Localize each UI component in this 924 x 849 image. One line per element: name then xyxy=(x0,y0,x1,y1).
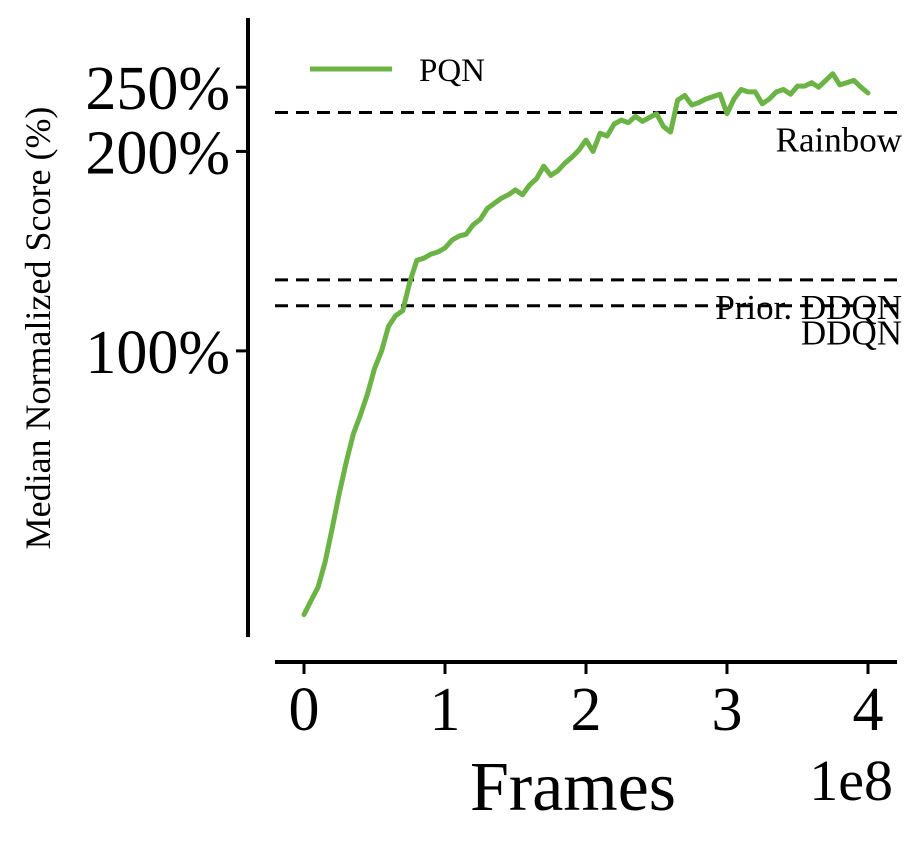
plot-area: 100% 200%250% 0 1 2 3 4 Rainbow Prior. DDQNDDQ… xyxy=(18,18,903,826)
reference-line-label: Prior. DDQN xyxy=(715,288,902,327)
reference-line-label: DDQN xyxy=(801,314,902,353)
legend: PQN xyxy=(310,53,485,89)
y-tick-label: 200% xyxy=(85,119,230,187)
x-axis-label: Frames xyxy=(470,749,676,826)
y-tick-label: 250% xyxy=(85,55,230,123)
series-group xyxy=(301,71,871,618)
x-tick-label: 4 xyxy=(853,676,884,744)
x-tick-label: 3 xyxy=(712,676,743,744)
y-axis-label: Median Normalized Score (%) xyxy=(18,107,58,550)
x-tick-label: 0 xyxy=(289,676,320,744)
reference-line-label: Rainbow xyxy=(776,120,903,159)
legend-label-pqn: PQN xyxy=(419,53,485,89)
series-line-pqn xyxy=(301,71,871,618)
y-tick-label: 100% xyxy=(85,319,230,387)
y-ticks: 100% 200%250% xyxy=(85,55,248,387)
x-ticks: 0 1 2 3 4 xyxy=(289,662,884,744)
x-scale-label: 1e8 xyxy=(809,748,893,813)
x-tick-label: 1 xyxy=(430,676,461,744)
x-tick-label: 2 xyxy=(571,676,602,744)
